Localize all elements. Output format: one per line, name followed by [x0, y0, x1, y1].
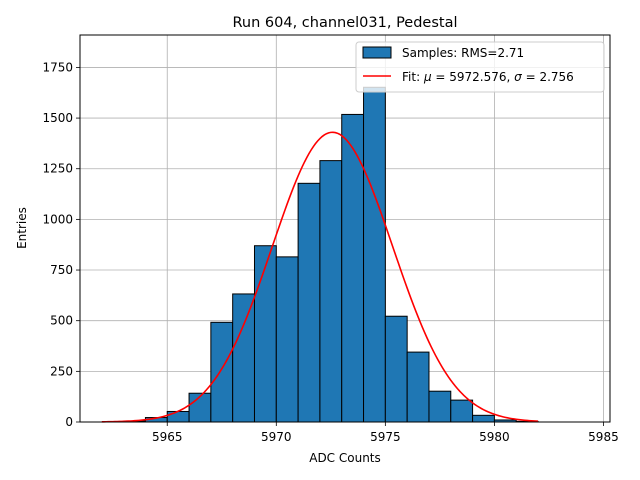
x-tick-label: 5980	[479, 430, 510, 444]
histogram-bar	[319, 160, 343, 423]
histogram-bar	[253, 245, 277, 423]
x-tick-label: 5985	[588, 430, 619, 444]
histogram-bar	[428, 390, 452, 423]
x-axis-ticks: 5965 5970 5975 5980 5985	[152, 422, 619, 444]
histogram-bar	[166, 410, 190, 423]
y-axis-label: Entries	[15, 207, 29, 249]
histogram-bar	[406, 351, 430, 423]
y-axis-ticks: 0 250 500 750 1000 1250 1500 1750	[42, 60, 80, 429]
x-tick-label: 5965	[152, 430, 183, 444]
x-axis-label: ADC Counts	[309, 451, 381, 465]
y-tick-label: 0	[65, 415, 73, 429]
y-tick-label: 1500	[42, 111, 73, 125]
legend-fit-label: Fit: μ = 5972.576, σ = 2.756	[402, 70, 574, 84]
legend-box	[355, 41, 605, 93]
y-tick-label: 1750	[42, 60, 73, 74]
chart-title: Run 604, channel031, Pedestal	[232, 15, 457, 31]
x-tick-label: 5975	[370, 430, 401, 444]
y-tick-label: 1000	[42, 212, 73, 226]
gaussian-fit-curve	[101, 131, 539, 423]
histogram-bar	[210, 321, 234, 423]
axes-frame	[79, 34, 611, 423]
legend: Samples: RMS=2.71 Fit: μ = 5972.576, σ =…	[355, 41, 605, 93]
histogram-bar	[472, 414, 495, 423]
plot-area: 5965 5970 5975 5980 5985 0 250 500 750 1000 1250 1…	[42, 34, 619, 444]
histogram-bar	[297, 182, 321, 423]
legend-samples-label: Samples: RMS=2.71	[402, 46, 524, 60]
legend-samples-swatch	[362, 46, 392, 59]
histogram-bar	[450, 399, 474, 423]
x-tick-label: 5970	[261, 430, 292, 444]
histogram-bar	[363, 86, 386, 423]
histogram-bar	[275, 256, 299, 423]
y-tick-label: 500	[50, 314, 73, 328]
y-tick-label: 250	[50, 364, 73, 378]
histogram-bar	[384, 315, 408, 423]
y-tick-label: 750	[50, 263, 73, 277]
histogram-bar	[232, 293, 255, 423]
y-tick-label: 1250	[42, 162, 73, 176]
